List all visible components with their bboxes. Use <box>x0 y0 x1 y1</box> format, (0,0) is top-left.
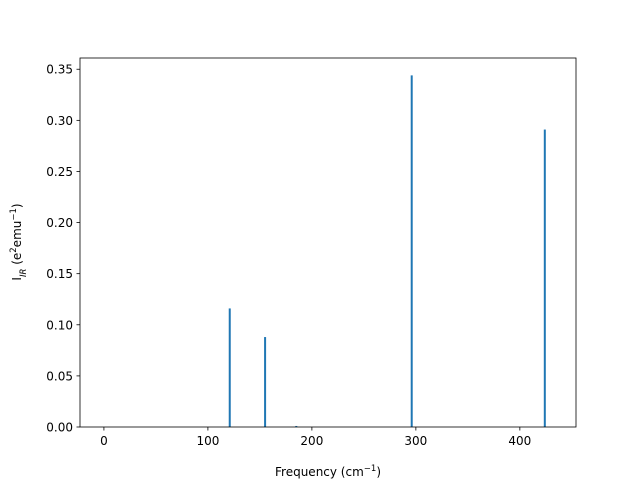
y-tick-label: 0.30 <box>46 114 73 128</box>
x-tick-label: 200 <box>300 434 323 448</box>
x-axis-label: Frequency (cm−1) <box>275 464 381 479</box>
bar <box>295 425 298 427</box>
y-label-part: 2 <box>9 247 19 252</box>
y-tick-label: 0.15 <box>46 267 73 281</box>
x-label-part: Frequency (cm <box>275 465 364 479</box>
y-axis-label: IIR (e2emu−1) <box>9 203 29 280</box>
y-tick-label: 0.10 <box>46 318 73 332</box>
plot-frame <box>79 57 577 428</box>
y-tick-label: 0.05 <box>46 369 73 383</box>
y-label-part: I <box>10 277 24 281</box>
y-label-part: ) <box>10 203 24 208</box>
x-label-part: −1 <box>364 464 377 474</box>
y-tick-label: 0.00 <box>46 421 73 435</box>
x-tick-label: 100 <box>196 434 219 448</box>
y-label-part: IR <box>19 269 29 278</box>
bar <box>264 337 267 427</box>
y-label-part: emu <box>10 221 24 248</box>
x-tick-label: 400 <box>508 434 531 448</box>
y-tick-label: 0.20 <box>46 216 73 230</box>
y-tick-label: 0.35 <box>46 63 73 77</box>
x-label-part: ) <box>376 465 381 479</box>
y-tick-label: 0.25 <box>46 165 73 179</box>
y-label-part: (e <box>10 253 24 269</box>
bar <box>543 129 546 427</box>
x-tick-label: 300 <box>404 434 427 448</box>
bar <box>410 75 413 427</box>
bar <box>228 308 231 427</box>
y-label-part: −1 <box>9 208 19 221</box>
x-tick-label: 0 <box>100 434 108 448</box>
